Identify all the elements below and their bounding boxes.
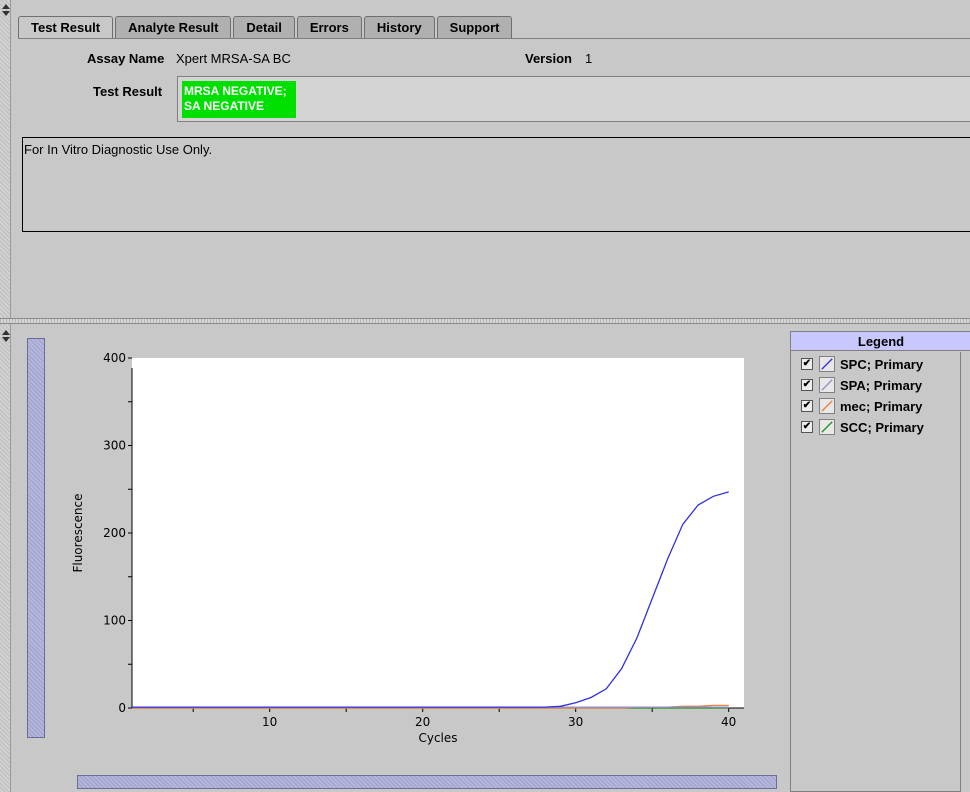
- y-tick-label: 300: [103, 439, 126, 453]
- collapse-up-icon-lower[interactable]: [2, 330, 10, 335]
- y-tick-label: 100: [103, 614, 126, 628]
- legend-label-mec: mec; Primary: [840, 398, 923, 414]
- tab-support[interactable]: Support: [436, 16, 513, 38]
- plot-area: [132, 358, 744, 708]
- line-swatch-icon: [819, 419, 835, 435]
- y-tick-label: 200: [103, 526, 126, 540]
- assay-name-value: Xpert MRSA-SA BC: [176, 51, 291, 66]
- x-tick-label: 10: [262, 715, 277, 729]
- legend-panel: Legend ✔ SPC; Primary ✔ SPA; Primary ✔ m…: [790, 331, 970, 792]
- assay-name-label: Assay Name: [87, 51, 165, 66]
- split-pane-divider[interactable]: [0, 318, 970, 324]
- legend-label-scc: SCC; Primary: [840, 419, 924, 435]
- collapse-up-icon[interactable]: [2, 4, 10, 9]
- notes-area: For In Vitro Diagnostic Use Only.: [22, 137, 970, 232]
- series-layer: [132, 491, 729, 709]
- tab-test-result[interactable]: Test Result: [18, 16, 114, 39]
- expand-down-icon-lower[interactable]: [2, 337, 10, 342]
- lower-panel-grip[interactable]: [0, 324, 11, 792]
- x-axis-label: Cycles: [418, 731, 457, 745]
- amplification-chart: 0 100 200 300 400 10 20 30 40 Cycles Fluorescen…: [71, 351, 744, 745]
- y-tick-label: 400: [103, 351, 126, 365]
- test-result-highlight: MRSA NEGATIVE; SA NEGATIVE: [182, 81, 296, 118]
- legend-checkbox-spc[interactable]: ✔: [801, 358, 813, 370]
- upper-panel-grip[interactable]: [0, 0, 11, 318]
- tab-divider: [18, 38, 970, 39]
- tab-history[interactable]: History: [363, 16, 435, 38]
- test-result-line-1: MRSA NEGATIVE;: [184, 84, 287, 98]
- y-zoom-scrollbar[interactable]: [27, 338, 45, 738]
- line-swatch-icon: [819, 398, 835, 414]
- legend-title: Legend: [791, 332, 970, 351]
- legend-scrollbar[interactable]: [960, 352, 970, 792]
- chart-panel: 0 100 200 300 400 10 20 30 40 Cycles Fluorescen…: [0, 324, 970, 792]
- tab-bar: Test Result Analyte Result Detail Errors…: [18, 16, 514, 39]
- legend-label-spc: SPC; Primary: [840, 356, 924, 372]
- legend-item-scc[interactable]: ✔ SCC; Primary: [801, 418, 924, 436]
- x-zoom-scrollbar[interactable]: [77, 775, 777, 789]
- x-tick-label: 30: [568, 715, 583, 729]
- line-swatch-icon: [819, 356, 835, 372]
- tab-errors[interactable]: Errors: [296, 16, 362, 38]
- y-axis: 0 100 200 300 400: [103, 351, 133, 715]
- line-swatch-icon: [819, 377, 835, 393]
- expand-down-icon[interactable]: [2, 11, 10, 16]
- test-result-label: Test Result: [93, 84, 163, 99]
- tab-detail[interactable]: Detail: [233, 16, 295, 38]
- test-result-field: MRSA NEGATIVE; SA NEGATIVE: [177, 76, 970, 122]
- legend-label-spa: SPA; Primary: [840, 377, 923, 393]
- x-tick-label: 20: [415, 715, 430, 729]
- tab-analyte-result[interactable]: Analyte Result: [115, 16, 232, 38]
- legend-item-spc[interactable]: ✔ SPC; Primary: [801, 355, 923, 373]
- y-tick-label: 0: [118, 701, 126, 715]
- x-tick-label: 40: [721, 715, 736, 729]
- legend-item-mec[interactable]: ✔ mec; Primary: [801, 397, 922, 415]
- x-axis: 10 20 30 40: [132, 707, 744, 729]
- legend-checkbox-mec[interactable]: ✔: [801, 400, 813, 412]
- legend-item-spa[interactable]: ✔ SPA; Primary: [801, 376, 922, 394]
- result-panel: Test Result Analyte Result Detail Errors…: [0, 0, 970, 318]
- notes-text: For In Vitro Diagnostic Use Only.: [24, 142, 213, 157]
- legend-checkbox-scc[interactable]: ✔: [801, 421, 813, 433]
- version-value: 1: [585, 51, 593, 66]
- series-line-spc: [132, 491, 729, 708]
- test-result-line-2: SA NEGATIVE: [184, 99, 265, 113]
- legend-checkbox-spa[interactable]: ✔: [801, 379, 813, 391]
- version-label: Version: [525, 51, 572, 66]
- y-axis-label: Fluorescence: [71, 493, 85, 572]
